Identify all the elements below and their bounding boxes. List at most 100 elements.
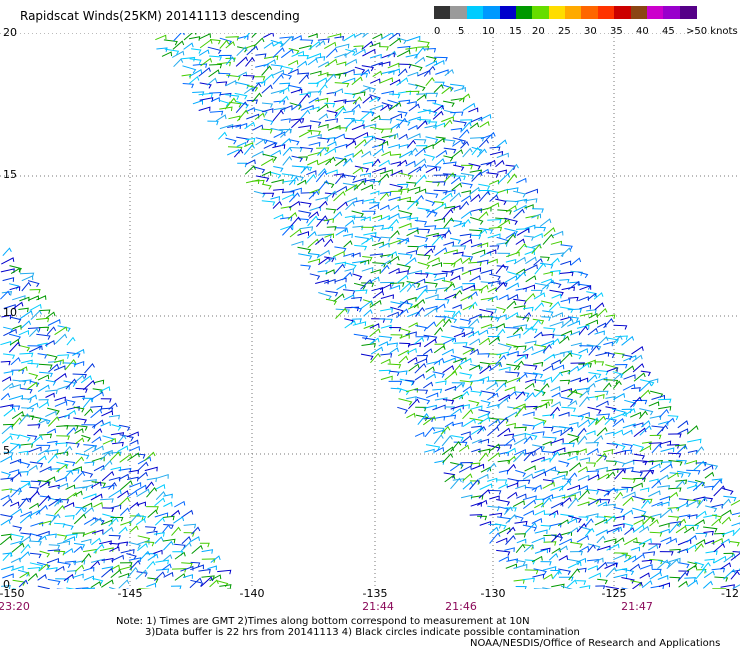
wind-barb (46, 533, 57, 539)
wind-barb (111, 424, 122, 431)
wind-barb (308, 33, 318, 38)
wind-barb (63, 548, 74, 555)
wind-barb (332, 211, 343, 220)
legend-label: 25 (558, 26, 571, 37)
wind-barb (28, 540, 42, 546)
wind-barb (9, 508, 23, 517)
wind-barb (505, 447, 517, 455)
wind-barb (39, 550, 51, 558)
wind-barb (603, 379, 619, 385)
wind-barb (352, 216, 367, 222)
wind-barb (317, 38, 330, 43)
wind-barb (441, 446, 455, 456)
wind-barb (522, 577, 535, 583)
wind-barb (649, 415, 662, 420)
wind-barb (425, 192, 439, 199)
wind-barb (307, 134, 322, 139)
wind-barb (432, 388, 443, 394)
wind-barb (612, 442, 626, 451)
wind-barb (449, 192, 462, 202)
wind-barb (55, 578, 70, 583)
wind-barb (534, 302, 545, 311)
wind-barb (470, 426, 484, 435)
wind-barb (90, 558, 105, 564)
wind-barb (147, 509, 158, 518)
wind-barb (596, 336, 609, 348)
wind-barb (361, 226, 374, 232)
wind-barb (9, 316, 22, 324)
wind-barb (137, 542, 148, 552)
wind-barb (443, 119, 453, 128)
wind-barb (568, 515, 582, 523)
wind-barb (656, 501, 670, 507)
wind-barb (154, 536, 164, 544)
wind-barb (119, 453, 133, 463)
wind-barb (18, 344, 31, 352)
wind-barb (678, 580, 688, 588)
wind-barb (29, 486, 40, 492)
wind-barb (21, 407, 35, 413)
wind-barb (503, 506, 513, 515)
wind-barb (362, 48, 376, 57)
wind-barb (360, 216, 371, 221)
wind-barb (426, 209, 436, 218)
wind-barb (282, 147, 293, 156)
wind-barb (426, 360, 441, 366)
wind-barb (497, 342, 512, 351)
wind-barb (298, 165, 313, 172)
wind-barb (66, 427, 77, 436)
wind-barb (495, 382, 507, 393)
wind-barb (477, 376, 490, 382)
wind-barb (606, 366, 618, 372)
wind-barb (487, 287, 498, 293)
wind-barb (558, 335, 570, 344)
wind-barb (189, 58, 202, 65)
wind-barb (91, 456, 105, 462)
wind-barb (19, 571, 30, 579)
wind-barb (129, 482, 142, 488)
wind-barb (126, 553, 137, 560)
wind-barb (433, 272, 448, 278)
wind-barb (657, 559, 670, 570)
wind-barb (91, 481, 106, 488)
wind-barb (695, 461, 707, 467)
wind-barb (8, 488, 22, 496)
wind-barb (460, 431, 471, 436)
wind-barb (443, 217, 455, 229)
wind-barb (533, 258, 543, 266)
wind-barb (489, 512, 503, 518)
wind-barb (478, 452, 489, 462)
wind-barb (596, 561, 608, 571)
wind-barb (471, 146, 483, 154)
wind-barb (596, 452, 607, 463)
wind-barb (369, 299, 382, 308)
wind-barb (542, 364, 554, 372)
wind-barb (658, 405, 672, 411)
wind-barb (12, 379, 27, 386)
wind-barb (38, 520, 52, 526)
wind-barb (343, 240, 353, 248)
wind-barb (45, 379, 56, 386)
wind-barb (72, 532, 85, 537)
wind-barb (459, 372, 473, 379)
wind-barb (188, 75, 200, 85)
wind-barb (352, 321, 367, 326)
wind-barb (560, 496, 572, 506)
wind-barb (298, 253, 313, 260)
wind-barb (425, 199, 436, 207)
wind-barb (443, 241, 454, 247)
wind-barb (567, 490, 581, 497)
wind-barb (315, 237, 325, 245)
wind-barb (459, 380, 473, 386)
wind-barb (684, 524, 700, 530)
wind-barb (234, 92, 248, 100)
wind-barb (730, 552, 740, 561)
wind-barb (118, 565, 133, 571)
wind-barb (458, 129, 470, 139)
wind-barb (354, 33, 365, 38)
wind-barb (28, 415, 42, 423)
wind-barb (344, 306, 360, 312)
wind-barb (235, 100, 250, 109)
wind-barb (344, 152, 354, 158)
wind-barb (541, 333, 555, 339)
